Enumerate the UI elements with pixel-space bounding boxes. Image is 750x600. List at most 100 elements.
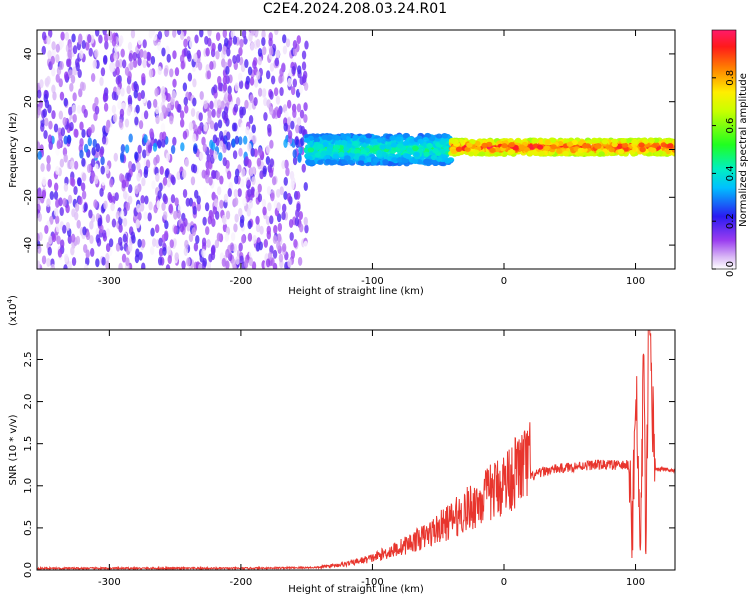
spectrogram-cell: [154, 224, 160, 234]
snr-y-tick-label: 2.5: [23, 352, 34, 368]
spectrogram-cell: [88, 47, 93, 57]
spectrogram-cell: [126, 172, 132, 182]
spectrogram-cell: [93, 199, 98, 209]
spectrogram-cell: [137, 36, 142, 46]
spectrogram-cell: [201, 136, 206, 146]
spectrogram-cell: [55, 165, 60, 175]
spectrogram-cell: [352, 140, 359, 147]
spectrogram-cell: [133, 89, 138, 99]
spectrogram-cell: [181, 169, 187, 179]
spectrogram-cell: [303, 102, 308, 112]
spectrogram-cell: [101, 229, 107, 239]
spectrogram-cell: [213, 150, 218, 160]
spectrogram-cell: [164, 220, 169, 230]
spectrogram-cell: [128, 52, 133, 62]
spectrogram-cell: [101, 135, 107, 145]
spectrogram-cell: [287, 129, 293, 139]
spectrogram-cell: [566, 141, 574, 147]
spectrogram-cell: [251, 176, 256, 186]
spectrogram-cell: [423, 151, 430, 157]
spectrogram-cell: [157, 139, 162, 149]
spectrogram-cell: [298, 84, 304, 94]
spectrogram-cell: [255, 242, 261, 252]
spectrogram-cell: [269, 215, 274, 225]
spectrogram-cell: [50, 263, 56, 269]
spectrogram-cell: [166, 53, 171, 63]
spectrogram-cell: [283, 122, 288, 132]
spectrogram-cell: [198, 112, 203, 122]
spectrogram-cell: [54, 215, 60, 225]
spectrogram-cell: [223, 135, 228, 145]
spectrogram-cell: [411, 158, 419, 164]
spectrogram-cell: [282, 45, 288, 55]
spectrogram-cell: [159, 165, 164, 175]
colorbar-tick-label: 0.6: [725, 118, 736, 134]
spectrogram-cell: [137, 144, 142, 154]
spectrogram-cell: [51, 67, 56, 77]
spectrogram-cell: [639, 147, 646, 153]
spectrogram-cell: [215, 171, 221, 181]
spectrogram-cell: [237, 188, 242, 198]
spectrogram-cell: [162, 176, 168, 186]
spectrogram-cell: [261, 30, 266, 39]
spectrogram-cell: [55, 198, 60, 208]
spectrogram-cell: [148, 68, 154, 78]
spectrogram-cell: [340, 133, 347, 140]
spectrogram-cell: [60, 31, 65, 41]
spectrogram-cell: [76, 219, 81, 229]
spectrogram-cell: [126, 107, 132, 117]
spectrogram-cell: [132, 51, 137, 61]
spectrogram-cell: [269, 62, 275, 72]
spectrogram-cell: [120, 153, 125, 163]
spectrogram-cell: [209, 139, 214, 149]
spectrogram-cell: [272, 249, 278, 259]
spectrogram-cell: [608, 147, 615, 153]
spectrogram-cell: [197, 61, 203, 71]
spectrogram-cell: [75, 235, 81, 245]
spectrogram-cell: [120, 48, 125, 58]
spectrogram-cell: [210, 169, 216, 179]
spectrogram-cell: [111, 91, 117, 101]
spectrogram-cell: [186, 257, 191, 267]
spectrogram-cell: [59, 158, 65, 168]
spectrogram-cell: [268, 37, 273, 47]
spectrogram-cell: [259, 170, 264, 180]
spectrogram-cell: [483, 151, 490, 157]
spectrogram-cell: [224, 232, 230, 242]
spectrogram-cell: [611, 138, 619, 144]
spectrogram-cell: [205, 47, 210, 57]
spectrogram-cell: [101, 176, 106, 186]
spectrogram-cell: [59, 91, 65, 101]
spectrogram-cell: [72, 66, 77, 76]
spectrogram-cell: [192, 205, 197, 215]
spectrogram-cell: [225, 260, 230, 269]
spectrogram-cell: [262, 165, 267, 175]
spectrogram-cell: [244, 99, 249, 109]
spectrogram-cell: [247, 66, 253, 76]
colorbar-ticks: 0.0 0.2 0.4 0.6 0.8: [712, 70, 736, 277]
spectrogram-cell: [240, 234, 246, 244]
spectrogram-cell: [172, 78, 177, 88]
spectrogram-cell: [114, 192, 119, 202]
spectrogram-cell: [104, 165, 110, 175]
spectrogram-cell: [81, 157, 86, 167]
spectrogram-cell: [222, 82, 228, 92]
spectrogram-cell: [254, 188, 259, 198]
spectrogram-cell: [119, 108, 125, 118]
spectrogram-cell: [69, 160, 75, 170]
spectrogram-cell: [358, 155, 366, 161]
spectrogram-cell: [508, 142, 515, 148]
spectrogram-x-tick-label: -200: [230, 276, 253, 287]
spectrogram-cell: [317, 143, 324, 149]
spectrogram-cell: [39, 79, 44, 89]
spectrogram-cell: [124, 66, 130, 76]
spectrogram-cell: [591, 137, 598, 143]
spectrogram-cell: [43, 130, 48, 140]
spectrogram-cell: [265, 144, 271, 154]
spectrogram-cell: [94, 105, 100, 115]
spectrogram-cell: [105, 252, 110, 262]
spectrogram-cell: [166, 102, 172, 112]
spectrogram-cell: [232, 150, 238, 160]
spectrogram-cell: [365, 133, 373, 139]
spectrogram-cell: [617, 148, 625, 155]
